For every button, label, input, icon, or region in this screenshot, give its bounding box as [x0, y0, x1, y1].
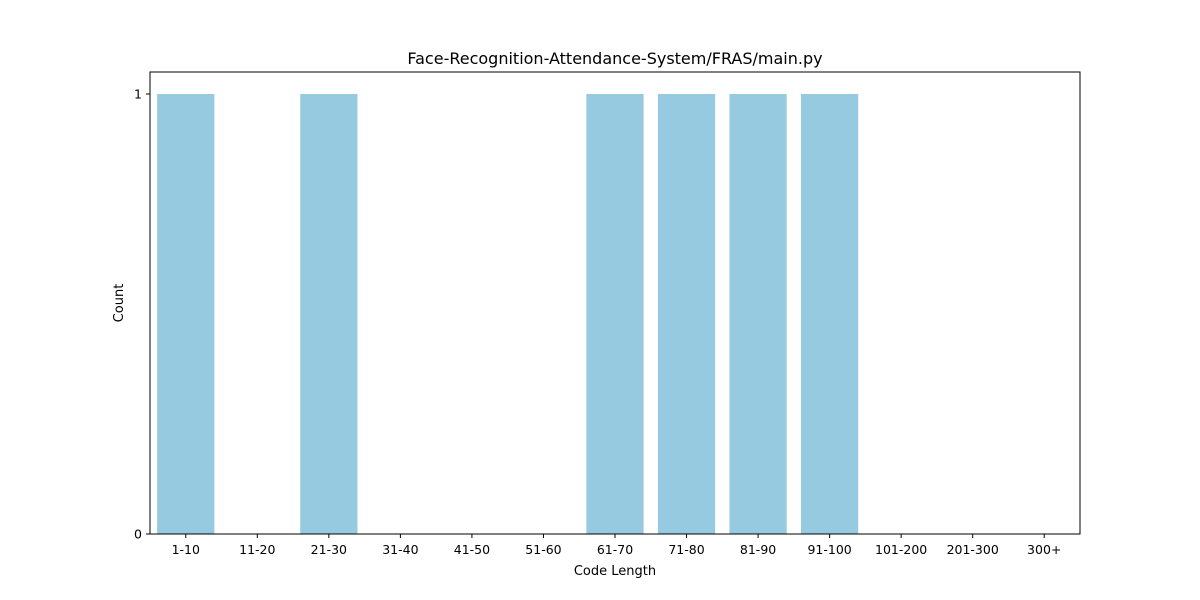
y-tick-label: 0	[134, 527, 142, 542]
x-tick-label: 91-100	[807, 542, 851, 557]
y-axis: 01	[134, 87, 150, 542]
x-tick-label: 71-80	[668, 542, 704, 557]
x-axis: 1-10 11-20 21-30 31-40 41-50 51-60 61-70 71-80 8…	[172, 534, 1061, 557]
plot-area	[157, 94, 859, 534]
x-tick-label: 61-70	[597, 542, 633, 557]
bar-91-100	[801, 94, 859, 534]
chart-title: Face-Recognition-Attendance-System/FRAS/…	[407, 49, 822, 68]
x-tick-label: 1-10	[172, 542, 200, 557]
bar-71-80	[657, 94, 716, 534]
x-tick-label: 21-30	[311, 542, 347, 557]
x-axis-label: Code Length	[574, 564, 656, 579]
x-tick-label: 201-300	[947, 542, 999, 557]
y-axis-label: Count	[112, 284, 127, 323]
x-tick-label: 41-50	[454, 542, 490, 557]
bar-21-30	[300, 94, 358, 534]
x-tick-label: 51-60	[525, 542, 561, 557]
bar-61-70	[586, 94, 644, 534]
x-tick-label: 81-90	[740, 542, 776, 557]
bar-81-90	[729, 94, 787, 534]
x-tick-label: 11-20	[239, 542, 275, 557]
bar-1-10	[157, 94, 215, 534]
y-tick-label: 1	[134, 87, 142, 102]
x-tick-label: 31-40	[382, 542, 418, 557]
x-tick-label: 300+	[1027, 542, 1061, 557]
x-tick-label: 101-200	[875, 542, 927, 557]
